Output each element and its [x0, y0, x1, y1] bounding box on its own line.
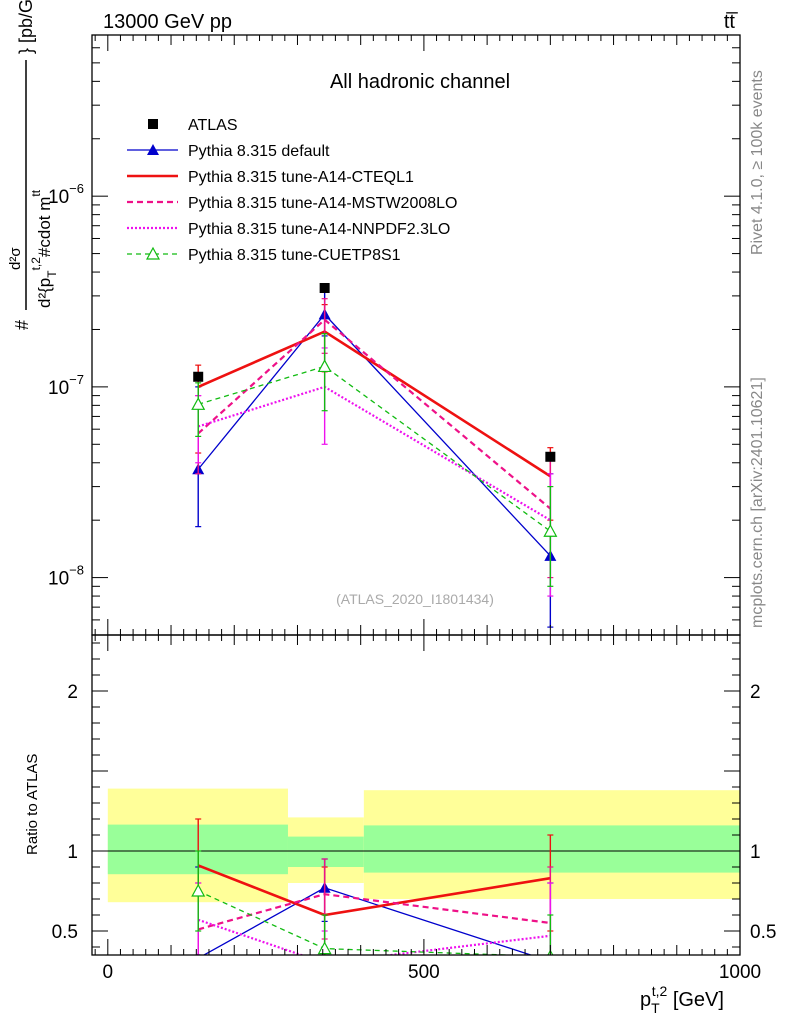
legend-entry: Pythia 8.315 default: [127, 143, 330, 160]
main-point: [545, 451, 556, 462]
mcplots-label: mcplots.cern.ch [arXiv:2401.10621]: [749, 377, 766, 628]
ratio-series-pythia-8-315-tune-cuetp8s1: [191, 850, 554, 955]
process-label: tt̅: [724, 11, 738, 33]
xtick-label: 1000: [719, 962, 761, 983]
ratio-plot-area: [191, 818, 556, 966]
ratio-point: [191, 883, 206, 897]
legend: ATLAS Pythia 8.315 default Pythia 8.315 tu…: [127, 117, 457, 264]
legend-swatch-marker: [147, 144, 159, 155]
ylabel-sup-tt: tt: [29, 189, 43, 196]
legend-entry: Pythia 8.315 tune-CUETP8S1: [127, 246, 401, 264]
legend-label: ATLAS: [188, 117, 238, 134]
legend-label: Pythia 8.315 default: [188, 143, 330, 160]
ylabel-unit: } [pb/GeV: [16, 0, 36, 54]
band-green: [363, 825, 740, 873]
ratio-line-pythia-8-315-tune-a14-nnpdf2-3lo: [197, 918, 551, 955]
svg-text:d²{pTt,2#cdot mtt: d²{pTt,2#cdot mtt: [29, 189, 59, 308]
svg-text:pTt,2 [GeV]: pTt,2 [GeV]: [640, 983, 724, 1016]
ratio-point: [317, 941, 332, 955]
main-series-pythia-8-315-tune-cuetp8s1: [191, 333, 558, 587]
legend-label: Pythia 8.315 tune-A14-CTEQL1: [188, 169, 414, 186]
legend-label: Pythia 8.315 tune-A14-MSTW2008LO: [188, 195, 457, 212]
main-point: [319, 282, 330, 293]
ratio-frame: [91, 634, 741, 956]
legend-label: Pythia 8.315 tune-CUETP8S1: [188, 247, 401, 264]
main-series-pythia-8-315-tune-a14-mstw2008lo: [195, 298, 554, 579]
ratio-ytick-label-right: 1: [750, 842, 761, 863]
xtick-label: 0: [103, 962, 114, 983]
main-series-pythia-8-315-default: [192, 289, 557, 628]
legend-entry: Pythia 8.315 tune-A14-MSTW2008LO: [127, 195, 457, 212]
main-point: [193, 371, 204, 382]
main-series-atlas: [193, 282, 556, 462]
analysis-watermark: (ATLAS_2020_I1801434): [336, 591, 494, 607]
axes: 10−6 10−7 10−8 0.5 0.5 1 1 2 2 0 500 1000: [48, 34, 776, 983]
rivet-label: Rivet 4.1.0, ≥ 100k events: [749, 70, 766, 255]
ratio-ytick-label-right: 0.5: [750, 922, 776, 943]
main-point: [543, 523, 558, 537]
legend-label: Pythia 8.315 tune-A14-NNPDF2.3LO: [188, 221, 450, 238]
main-plot-area: [191, 282, 558, 628]
ratio-uncertainty-bands: [92, 788, 740, 903]
svg-text:#: #: [12, 320, 32, 330]
ylabel-hash: #: [12, 320, 32, 330]
main-line-pythia-8-315-tune-a14-mstw2008lo: [197, 318, 552, 510]
svg-text:d²σ: d²σ: [7, 247, 24, 270]
legend-swatch-marker: [148, 119, 158, 129]
ratio-point: [544, 955, 556, 966]
ratio-line-pythia-8-315-tune-a14-mstw2008lo: [197, 893, 551, 931]
ratio-ytick-label: 0.5: [52, 922, 78, 943]
xlabel-sup-t2: t,2: [652, 983, 668, 999]
xlabel-sub-T: T: [651, 1000, 660, 1016]
main-ytick-label: 10−7: [48, 372, 84, 399]
ratio-ytick-label: 2: [67, 682, 78, 703]
xtick-label: 500: [408, 962, 440, 983]
ylabel-sub-T: T: [45, 270, 59, 278]
legend-entry: Pythia 8.315 tune-A14-CTEQL1: [127, 169, 414, 186]
svg-text:} [pb/GeV2]: } [pb/GeV2]: [13, 0, 36, 54]
ratio-ytick-label: 1: [67, 842, 78, 863]
main-line-pythia-8-315-default: [197, 313, 551, 557]
band-green: [287, 836, 364, 867]
ratio-ylabel: Ratio to ATLAS: [24, 754, 41, 855]
main-point: [317, 359, 332, 373]
main-point: [191, 397, 206, 410]
xlabel-p: p: [640, 989, 651, 1011]
main-series-pythia-8-315-tune-a14-cteql1: [195, 304, 554, 521]
x-axis-label: pTt,2 [GeV]: [640, 983, 724, 1016]
main-series-pythia-8-315-tune-a14-nnpdf2-3lo: [195, 347, 554, 597]
main-ylabel: # d²σ d²{pTt,2#cdot mtt } [pb/GeV2]: [7, 0, 59, 330]
ylabel-denominator: d²{p: [35, 278, 54, 308]
main-line-pythia-8-315-tune-cuetp8s1: [198, 365, 551, 532]
chart-title: All hadronic channel: [330, 71, 510, 93]
main-ytick-label: 10−8: [48, 563, 84, 590]
legend-entry: Pythia 8.315 tune-A14-NNPDF2.3LO: [127, 221, 450, 238]
ylabel-numerator: d²σ: [7, 247, 24, 270]
legend-entry: ATLAS: [148, 117, 238, 134]
xlabel-unit: [GeV]: [667, 989, 724, 1011]
beam-label: 13000 GeV pp: [103, 11, 232, 33]
ratio-ytick-label-right: 2: [750, 682, 761, 703]
main-ytick-label: 10−6: [48, 181, 84, 208]
ylabel-cdot: #cdot m: [35, 197, 54, 257]
legend-swatch-marker: [145, 246, 161, 260]
ylabel-sup-t2: t,2: [29, 257, 43, 271]
